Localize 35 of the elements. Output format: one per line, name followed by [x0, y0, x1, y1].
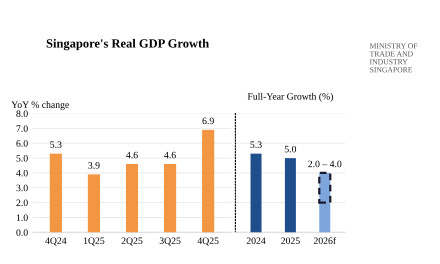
x-tick-label: 4Q25 — [198, 237, 219, 246]
total-label: 5.3 — [250, 141, 262, 148]
bar — [164, 164, 176, 232]
y-tick-label: 8.0 — [16, 110, 28, 118]
y-tick-label: 1.0 — [16, 214, 28, 221]
y-tick-label: 6.0 — [16, 140, 28, 147]
bar — [50, 154, 62, 232]
data-label: 3.9 — [88, 162, 100, 169]
total-label: 5.0 — [284, 146, 296, 152]
data-label: 4.6 — [126, 152, 138, 158]
x-tick-label: 1Q25 — [84, 237, 104, 246]
data-label: 5.3 — [50, 141, 62, 148]
y-tick-label: 2.0 — [16, 200, 28, 206]
y-tick-label: 7.0 — [16, 125, 28, 132]
data-label: 4.6 — [164, 152, 176, 158]
chart-title: Singapore's Real GDP Growth — [46, 38, 209, 50]
bar — [284, 158, 296, 232]
bar — [202, 130, 214, 232]
data-label: 6.9 — [202, 118, 214, 124]
x-tick-label: 3Q25 — [160, 237, 180, 246]
total-label: 2.0 – 4.0 — [308, 160, 342, 168]
y-axis-title: YoY % change — [11, 101, 69, 110]
x-tick-label: 2024 — [246, 237, 266, 244]
x-tick-label: 2026f — [314, 237, 336, 244]
bar — [88, 174, 100, 232]
y-tick-label: 5.0 — [16, 154, 28, 162]
bar — [250, 154, 262, 232]
chart-title: Full-Year Growth (%) — [248, 92, 333, 102]
x-tick-label: 2Q25 — [122, 237, 142, 246]
y-tick-label: 4.0 — [16, 170, 28, 176]
y-tick-label: 0.0 — [16, 229, 28, 236]
x-tick-label: 2025 — [281, 237, 300, 244]
y-tick-label: 3.0 — [16, 184, 28, 192]
x-tick-label: 4Q24 — [45, 237, 66, 246]
bar — [126, 164, 138, 232]
